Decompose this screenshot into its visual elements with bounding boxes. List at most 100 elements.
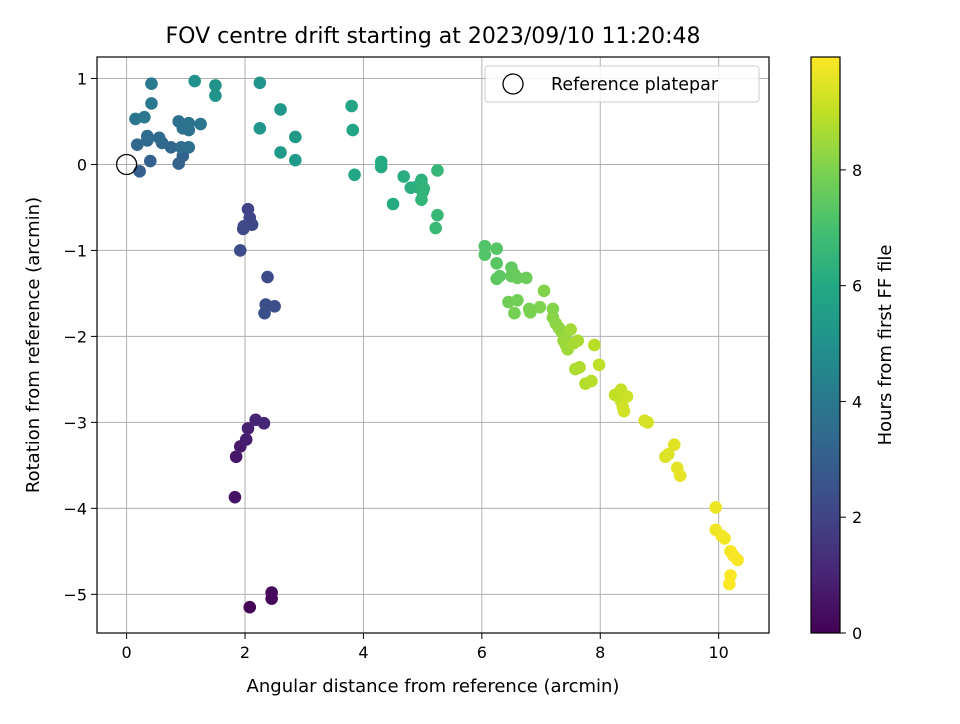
data-point — [397, 170, 410, 183]
data-point — [345, 99, 358, 113]
data-point — [662, 447, 675, 461]
plot-frame — [96, 56, 770, 634]
data-point — [731, 553, 744, 567]
data-point — [386, 197, 400, 211]
colorbar-tick-label: 8 — [852, 161, 862, 180]
data-point — [130, 138, 144, 151]
legend-entry-reference: Reference platepar — [551, 75, 719, 95]
data-point — [709, 501, 723, 514]
data-point — [243, 600, 257, 614]
data-point — [233, 244, 247, 257]
data-point — [141, 129, 154, 143]
data-point — [429, 221, 442, 235]
data-point — [257, 416, 271, 430]
data-point — [152, 131, 166, 145]
data-point — [415, 193, 428, 207]
colorbar-label: Hours from first FF file — [875, 245, 896, 446]
x-tick-label: 6 — [477, 643, 487, 662]
data-point — [253, 122, 267, 135]
y-tick-label: −4 — [63, 499, 87, 518]
chart-title: FOV centre drift starting at 2023/09/10 … — [166, 24, 701, 49]
grid-lines — [97, 57, 769, 633]
data-point — [718, 532, 731, 545]
data-point — [490, 257, 503, 270]
data-point — [641, 416, 654, 429]
legend-box — [484, 65, 760, 103]
data-points — [129, 74, 744, 614]
data-point — [145, 97, 158, 110]
data-point — [274, 103, 287, 116]
data-point — [258, 306, 271, 320]
data-point — [209, 89, 222, 102]
data-point — [478, 248, 492, 262]
y-tick-label: −3 — [63, 413, 87, 432]
y-tick-label: −2 — [63, 327, 87, 346]
data-point — [617, 404, 631, 418]
data-point — [431, 208, 444, 222]
data-point — [537, 284, 551, 298]
x-tick-label: 4 — [358, 643, 368, 662]
data-point — [723, 577, 736, 591]
data-point — [188, 74, 201, 88]
data-point — [348, 168, 361, 182]
data-point — [511, 271, 524, 285]
reference-point-marker — [115, 153, 138, 176]
colorbar-tick-label: 4 — [852, 392, 862, 411]
data-point — [194, 117, 207, 131]
data-point — [143, 154, 157, 168]
y-tick-label: 0 — [77, 155, 87, 174]
data-point — [431, 164, 444, 177]
data-point — [374, 160, 388, 174]
data-point — [346, 123, 360, 137]
legend-marker — [502, 73, 524, 95]
y-tick-label: −5 — [63, 585, 87, 604]
data-point — [241, 422, 255, 435]
x-axis-ticks: 0 2 4 6 8 10 — [122, 633, 729, 662]
data-point — [236, 222, 250, 236]
data-point — [289, 130, 302, 144]
legend: Reference platepar — [484, 65, 760, 103]
data-point — [573, 361, 586, 374]
data-point — [182, 140, 196, 154]
x-tick-label: 2 — [240, 643, 250, 662]
data-point — [239, 433, 253, 446]
data-point — [564, 323, 577, 336]
y-tick-label: −1 — [63, 241, 87, 260]
data-point — [508, 306, 521, 320]
data-point — [533, 300, 547, 314]
data-point — [261, 270, 274, 284]
data-point — [138, 110, 151, 124]
data-point — [585, 374, 598, 388]
data-point — [588, 338, 601, 352]
y-axis-label: Rotation from reference (arcmin) — [23, 197, 44, 493]
data-point — [145, 77, 158, 90]
x-tick-label: 8 — [595, 643, 605, 662]
data-point — [274, 146, 287, 159]
data-point — [490, 242, 503, 256]
data-point — [265, 586, 278, 599]
data-point — [172, 115, 186, 128]
x-tick-label: 10 — [708, 643, 728, 662]
data-point — [519, 271, 533, 285]
data-point — [592, 358, 606, 372]
y-axis-ticks: 1 0 −1 −2 −3 −4 −5 — [63, 69, 97, 604]
data-point — [182, 116, 196, 130]
data-point — [133, 165, 146, 178]
data-point — [289, 153, 302, 167]
data-point — [571, 334, 585, 348]
data-point — [673, 469, 687, 482]
data-point — [620, 390, 634, 403]
data-point — [493, 269, 506, 283]
data-point — [511, 293, 524, 307]
colorbar — [810, 56, 841, 634]
data-point — [228, 490, 242, 504]
data-point — [209, 79, 222, 92]
y-tick-label: 1 — [77, 69, 87, 88]
colorbar-tick-label: 2 — [852, 508, 862, 527]
data-point — [253, 76, 267, 90]
x-tick-label: 0 — [122, 643, 132, 662]
colorbar-tick-label: 0 — [852, 624, 862, 643]
